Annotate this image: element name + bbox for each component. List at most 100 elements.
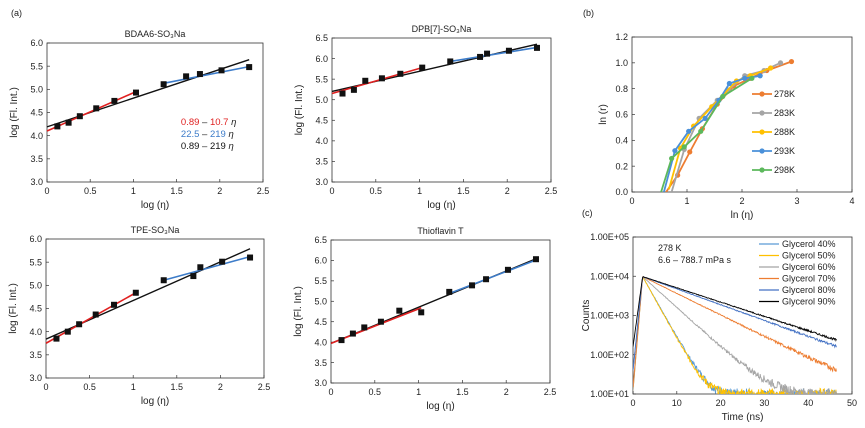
fit-range-annotation: 0.89 – 219 η (181, 141, 234, 152)
data-point (246, 64, 253, 71)
x-tick-label: 1.5 (171, 382, 184, 392)
chart-ln-r-vs-ln-eta: 0.0 0.2 0.4 0.6 0.8 1.0 1.2 0 1 2 3 4 ln (η) ln (r) 27… (598, 32, 855, 221)
data-point (247, 254, 254, 261)
y-tick-label: 3.5 (30, 154, 43, 164)
y-tick-label: 6.0 (29, 234, 42, 244)
x-tick-label: 10 (672, 398, 682, 408)
range-end: 10.7 (210, 117, 229, 128)
data-point (469, 282, 476, 289)
x-axis-label: log (η) (427, 200, 455, 211)
series-marker (742, 75, 748, 81)
condition-annotation: 6.6 – 788.7 mPa s (658, 255, 732, 265)
data-point (132, 289, 139, 296)
data-point (361, 324, 368, 331)
y-tick-label: 6.5 (315, 33, 328, 43)
y-tick-label: 4.5 (315, 115, 328, 125)
data-point (64, 328, 71, 335)
data-point (350, 86, 357, 93)
fit-line-blue (448, 259, 537, 295)
series-marker (788, 58, 795, 65)
y-axis-label: log (Fl. Int.) (294, 85, 305, 136)
x-tick-label: 1.5 (457, 186, 470, 196)
series-293K (663, 73, 763, 192)
decay-curve (633, 276, 837, 394)
plot-area (45, 238, 265, 379)
y-tick-label: 1.00E+01 (590, 389, 629, 399)
fit-line-red (45, 292, 137, 344)
data-point (183, 73, 190, 80)
data-point (53, 335, 60, 342)
series-298K (660, 75, 755, 192)
data-point (111, 301, 118, 308)
y-tick-label: 0.6 (615, 110, 628, 120)
x-tick-label: 0 (329, 186, 334, 196)
plot-area (330, 239, 551, 384)
fit-line-red (331, 66, 423, 95)
series-marker (768, 65, 774, 71)
y-tick-label: 4.0 (314, 337, 327, 347)
data-point (533, 44, 540, 51)
y-tick-label: 3.5 (315, 157, 328, 167)
x-tick-label: 2.5 (545, 186, 558, 196)
data-point (362, 77, 369, 84)
x-tick-label: 0.5 (84, 186, 97, 196)
x-axis-label: log (η) (141, 396, 169, 407)
x-tick-label: 0 (44, 186, 49, 196)
panel-label-b: (b) (583, 8, 594, 18)
plot-area (331, 37, 552, 183)
y-axis-label: log (Fl. Int.) (9, 87, 20, 138)
y-tick-label: 3.0 (314, 378, 327, 388)
y-tick-label: 0.4 (615, 136, 628, 146)
y-tick-label: 4.5 (314, 317, 327, 327)
y-tick-label: 6.0 (315, 54, 328, 64)
data-point (446, 288, 453, 295)
eta-symbol: η (226, 141, 234, 152)
x-tick-label: 2.5 (544, 387, 557, 397)
data-point (447, 58, 454, 65)
y-tick-label: 5.0 (30, 85, 43, 95)
data-point (190, 273, 197, 280)
x-tick-label: 1.5 (170, 186, 183, 196)
range-start: 22.5 (181, 129, 200, 140)
data-point (397, 70, 404, 77)
legend-swatch-marker (759, 110, 765, 116)
y-tick-label: 5.5 (315, 74, 328, 84)
chart-title: TPE-SO₃Na (131, 225, 180, 235)
y-tick-label: 4.0 (315, 136, 328, 146)
x-axis-label: Time (ns) (722, 412, 764, 423)
data-point (76, 113, 83, 120)
x-tick-label: 20 (716, 398, 726, 408)
legend-swatch-marker (759, 148, 765, 154)
y-tick-label: 6.0 (30, 38, 43, 48)
data-point (505, 47, 512, 54)
series-line (668, 67, 771, 190)
x-tick-label: 1.5 (456, 387, 469, 397)
series-283K (670, 60, 784, 192)
chart-tpe: 3.0 3.5 4.0 4.5 5.0 5.5 6.0 0 0.5 1 1.5 2 2.5 log (η)… (8, 225, 270, 407)
series-marker (720, 93, 726, 100)
y-tick-label: 5.0 (314, 296, 327, 306)
data-point (483, 276, 490, 283)
legend-label: Glycerol 80% (782, 285, 836, 295)
chart-thioflavin: 3.0 3.5 4.0 4.5 5.0 5.5 6.0 6.5 0 0.5 1 1.5 2 2.5 log … (293, 226, 556, 412)
y-axis-label: log (Fl. Int.) (8, 283, 19, 334)
data-point (339, 90, 346, 97)
x-tick-label: 0 (43, 382, 48, 392)
x-tick-label: 30 (759, 398, 769, 408)
series-marker (749, 75, 755, 81)
data-point (160, 277, 167, 284)
x-tick-label: 50 (847, 398, 857, 408)
data-point (93, 105, 100, 112)
series-marker (726, 80, 732, 87)
decay-curve (633, 276, 837, 371)
range-start: 0.89 (181, 117, 200, 128)
fit-range-annotation: 22.5 – 219 η (181, 129, 234, 140)
legend-label: 293K (774, 146, 795, 156)
data-point (418, 309, 425, 316)
y-tick-label: 1.00E+05 (590, 232, 629, 242)
x-axis-label: log (η) (426, 401, 454, 412)
y-tick-label: 3.0 (315, 177, 328, 187)
y-tick-label: 4.0 (29, 327, 42, 337)
series-marker (757, 73, 763, 79)
series-line (670, 61, 781, 192)
